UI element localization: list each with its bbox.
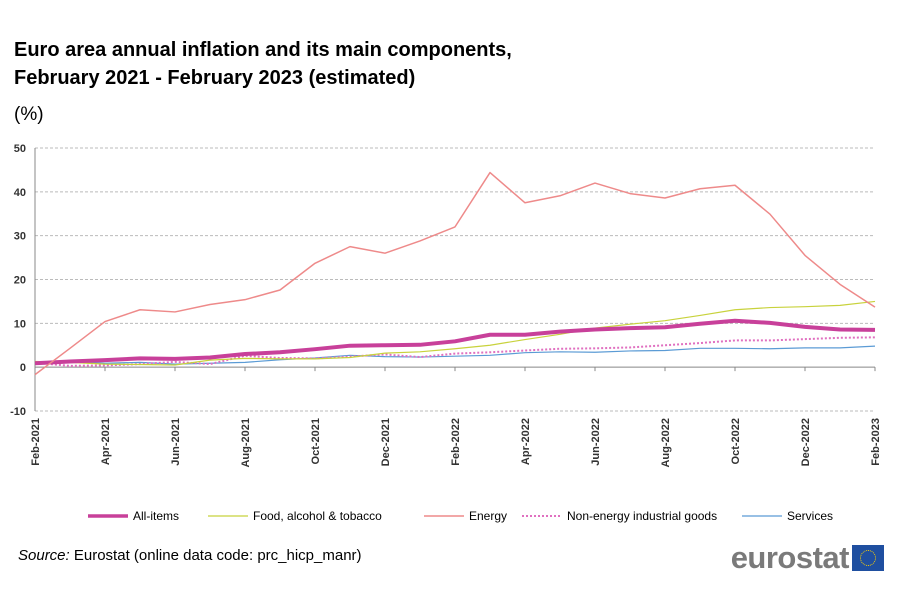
y-tick-label: -10	[10, 406, 26, 418]
legend-label: Food, alcohol & tobacco	[253, 509, 382, 523]
x-tick-label: Oct-2021	[310, 418, 322, 464]
x-tick-label: Dec-2022	[800, 418, 812, 466]
source-text: Eurostat (online data code: prc_hicp_man…	[69, 547, 362, 564]
x-tick-label: Apr-2022	[520, 418, 532, 465]
x-tick-label: Aug-2022	[660, 418, 672, 468]
y-tick-label: 20	[14, 275, 26, 287]
y-tick-label: 50	[14, 143, 26, 155]
x-tick-label: Dec-2021	[380, 418, 392, 466]
legend-label: Non-energy industrial goods	[567, 509, 717, 523]
source-note: Source: Eurostat (online data code: prc_…	[18, 547, 362, 564]
x-tick-label: Apr-2021	[100, 418, 112, 465]
source-prefix: Source:	[18, 547, 70, 564]
series-line-all-items	[34, 318, 876, 366]
y-tick-label: 40	[14, 187, 26, 199]
series-line-food-alcohol-tobacco	[34, 300, 876, 366]
x-tick-label: Feb-2023	[870, 418, 882, 466]
unit-label: (%)	[14, 104, 44, 125]
series-line-non-energy-industrial-goods	[34, 336, 876, 367]
y-tick-label: 0	[20, 362, 26, 374]
x-tick-label: Aug-2021	[240, 418, 252, 468]
y-tick-label: 10	[14, 318, 26, 330]
eurostat-logo: eurostat	[731, 540, 884, 576]
y-tick-label: 30	[14, 231, 26, 243]
series-line-energy	[34, 171, 876, 376]
x-tick-label: Oct-2022	[730, 418, 742, 464]
chart-title: Euro area annual inflation and its main …	[14, 36, 512, 92]
x-tick-label: Feb-2021	[30, 418, 42, 466]
legend-label: All-items	[133, 509, 179, 523]
title-line-1: Euro area annual inflation and its main …	[14, 39, 512, 61]
x-tick-label: Jun-2021	[170, 418, 182, 466]
x-tick-label: Jun-2022	[590, 418, 602, 466]
logo-text: eurostat	[730, 540, 850, 575]
legend-label: Energy	[469, 509, 507, 523]
title-line-2: February 2021 - February 2023 (estimated…	[14, 67, 416, 89]
eu-flag-icon	[852, 545, 884, 571]
x-tick-label: Feb-2022	[450, 418, 462, 466]
series-line-services	[34, 345, 876, 365]
legend-label: Services	[787, 509, 833, 523]
